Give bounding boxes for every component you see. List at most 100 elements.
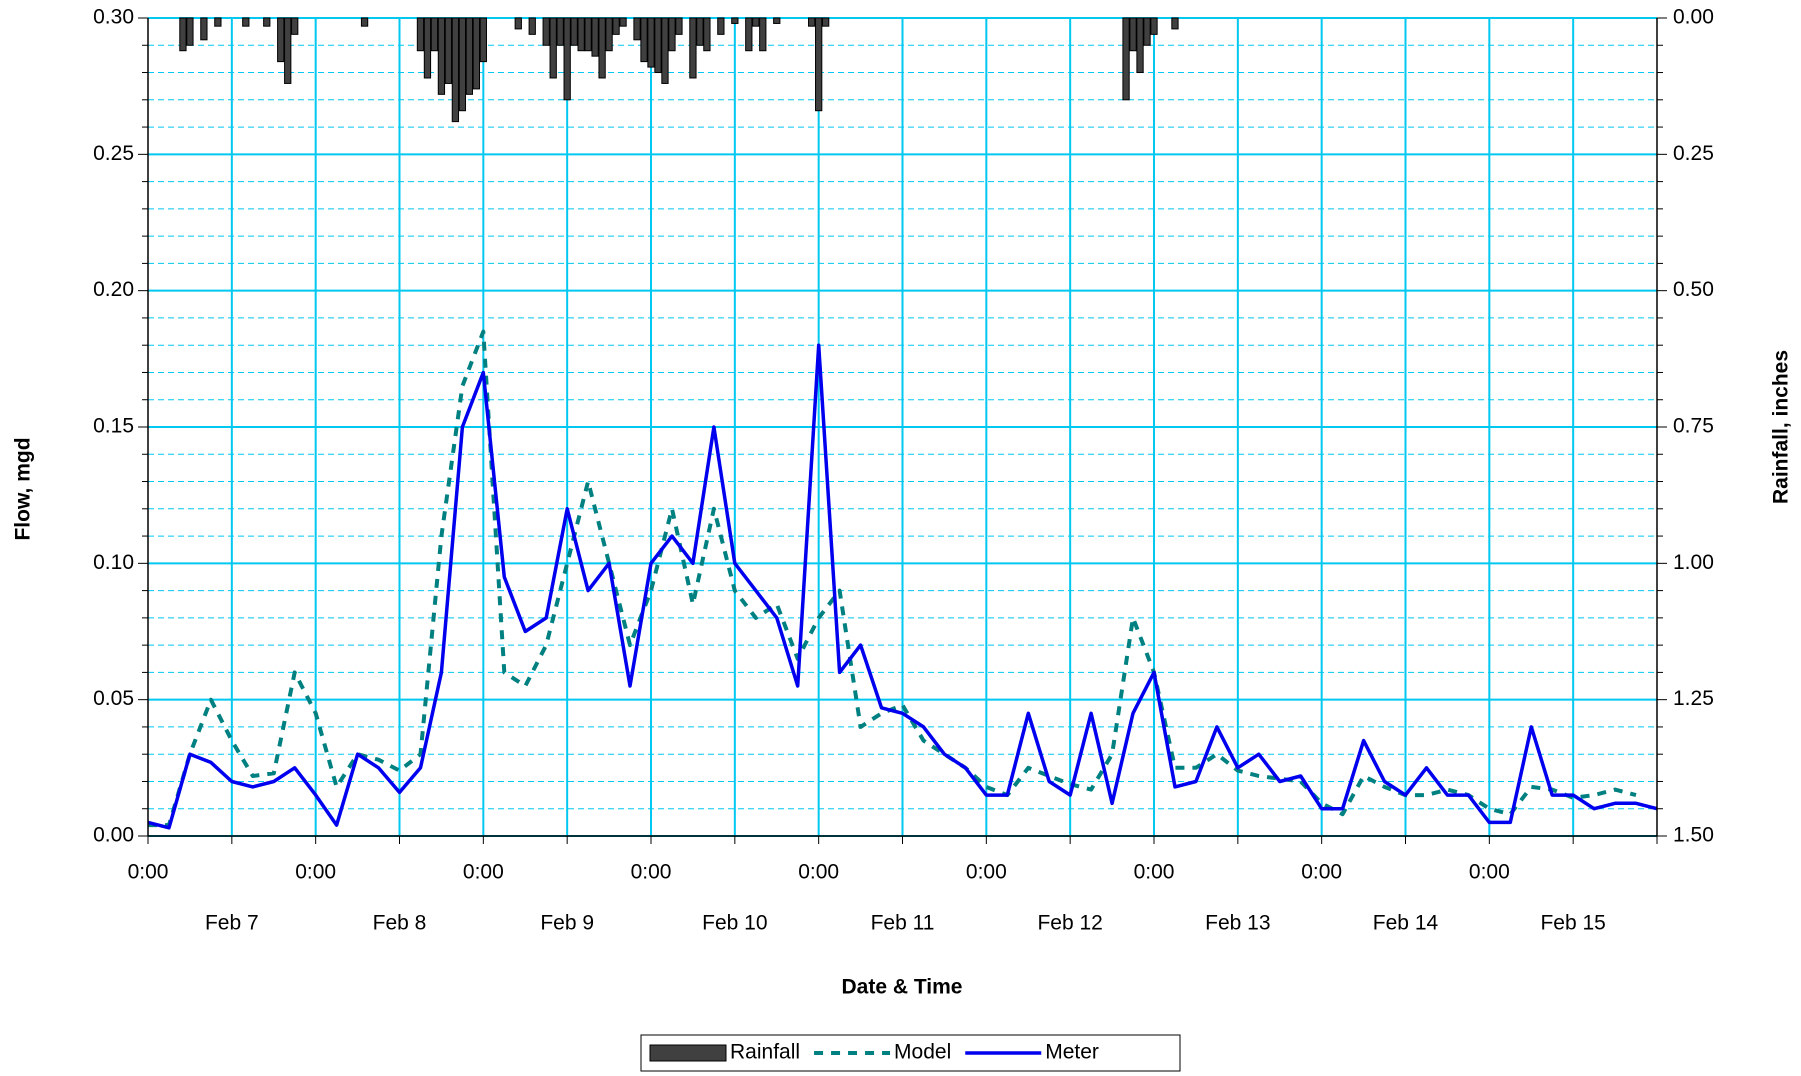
rain-bar [570, 17, 578, 46]
rain-bar [1122, 17, 1130, 101]
rain-bar [598, 17, 606, 79]
rain-bar [668, 17, 676, 52]
x-tick-label: 0:00 [463, 861, 504, 884]
rain-bar [284, 17, 292, 84]
rain-bar [654, 17, 662, 74]
y-tick-label: 0.25 [93, 142, 134, 165]
rain-bar [689, 17, 697, 79]
y2-tick-label: 0.50 [1673, 278, 1714, 301]
x-day-label: Feb 7 [205, 912, 259, 935]
y2-axis-title: Rainfall, inches [1770, 350, 1793, 504]
rain-bar [556, 17, 564, 46]
x-tick-label: 0:00 [1134, 861, 1175, 884]
y2-tick-label: 1.25 [1673, 687, 1714, 710]
y-tick-label: 0.10 [93, 551, 134, 574]
rain-bar [815, 17, 823, 112]
x-axis-title: Date & Time [842, 976, 963, 999]
y-axis-title: Flow, mgd [12, 437, 35, 540]
rain-bar [430, 17, 439, 52]
legend: Rainfall Model Meter [640, 1034, 1181, 1072]
rain-bar [605, 17, 613, 52]
x-day-label: Feb 9 [540, 912, 594, 935]
rain-bar [703, 17, 711, 52]
y-tick-label: 0.05 [93, 687, 134, 710]
line-model [148, 329, 1637, 828]
rain-bar [696, 17, 704, 46]
rain-bar [759, 17, 767, 52]
legend-label: Model [894, 1041, 951, 1064]
rain-bar [822, 17, 830, 27]
rain-bar [619, 17, 627, 27]
rain-bar [731, 17, 739, 24]
y2-tick-label: 0.00 [1673, 6, 1714, 29]
line-meter [147, 343, 1658, 830]
x-tick-label: 0:00 [1301, 861, 1342, 884]
y-tick-label: 0.15 [93, 415, 134, 438]
rain-bar [1150, 17, 1158, 35]
rain-bar [423, 17, 432, 79]
y-tick-label: 0.30 [93, 6, 134, 29]
x-tick-label: 0:00 [128, 861, 169, 884]
rain-bar [263, 17, 271, 27]
rain-bar [179, 17, 187, 52]
rain-bar [1129, 17, 1137, 52]
y2-tick-label: 1.00 [1673, 551, 1714, 574]
x-tick-label: 0:00 [1469, 861, 1510, 884]
rain-bar [458, 17, 467, 112]
rain-bar [214, 17, 222, 27]
legend-box [640, 1034, 1181, 1072]
rain-bar [717, 17, 725, 35]
rain-bar [612, 17, 620, 35]
rain-bar [277, 17, 285, 63]
rain-bar [514, 17, 522, 30]
rain-bar [661, 17, 669, 84]
rain-bar [472, 17, 480, 90]
rain-bar [444, 17, 453, 84]
x-tick-label: 0:00 [295, 861, 336, 884]
rain-bar [633, 17, 641, 41]
x-day-label: Feb 8 [373, 912, 427, 935]
x-day-label: Feb 10 [702, 912, 767, 935]
x-day-label: Feb 11 [871, 912, 935, 935]
rain-bar [200, 17, 208, 41]
rain-bar [640, 17, 648, 63]
x-tick-label: 0:00 [631, 861, 672, 884]
rain-bar [242, 17, 250, 27]
x-tick-label: 0:00 [798, 861, 839, 884]
y2-tick-label: 1.50 [1673, 824, 1714, 847]
rain-bar [808, 17, 816, 27]
rain-bar [752, 17, 760, 27]
rain-bar [479, 17, 487, 63]
legend-swatch [649, 1044, 727, 1062]
rain-bar [647, 17, 655, 68]
rain-bar [528, 17, 536, 35]
rain-bar [1143, 17, 1151, 46]
y-tick-label: 0.00 [93, 824, 134, 847]
rain-bar [745, 17, 753, 52]
x-day-label: Feb 14 [1373, 912, 1439, 935]
rain-bar [465, 17, 474, 95]
legend-label: Meter [1045, 1041, 1099, 1064]
rain-bar [416, 17, 425, 52]
rain-bar [1136, 17, 1144, 74]
rain-bar [563, 17, 571, 101]
x-tick-label: 0:00 [966, 861, 1007, 884]
x-day-label: Feb 13 [1205, 912, 1270, 935]
y-tick-label: 0.20 [93, 278, 134, 301]
y2-tick-label: 0.75 [1673, 415, 1714, 438]
x-day-label: Feb 15 [1540, 912, 1605, 935]
y2-tick-label: 0.25 [1673, 142, 1714, 165]
rain-bar [584, 17, 592, 52]
rain-bar [542, 17, 550, 46]
rain-bar [773, 17, 781, 24]
rain-bar [291, 17, 299, 35]
rain-bar [437, 17, 446, 95]
x-day-label: Feb 12 [1037, 912, 1102, 935]
rain-bar [591, 17, 599, 57]
rain-bar [186, 17, 194, 46]
legend-label: Rainfall [730, 1041, 800, 1064]
rain-bar [549, 17, 557, 79]
rain-bar [451, 17, 460, 123]
rain-bar [1171, 17, 1179, 30]
